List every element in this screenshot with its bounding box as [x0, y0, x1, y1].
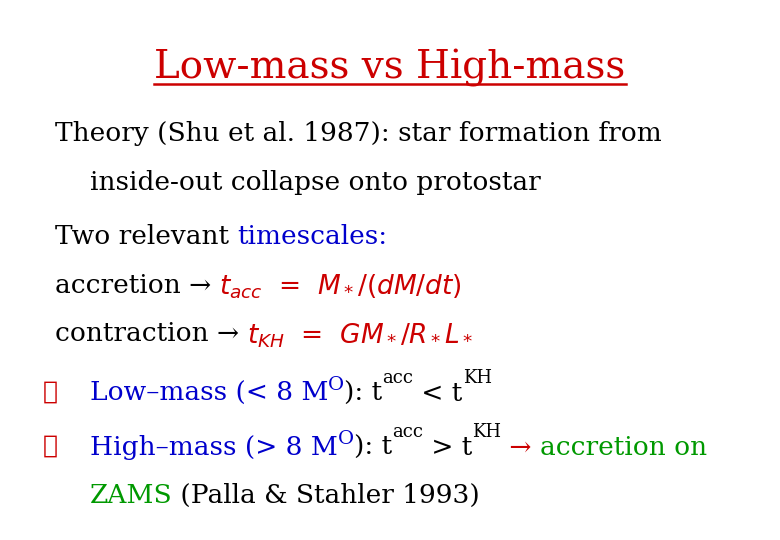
Text: accretion →: accretion → — [55, 273, 219, 298]
Text: > t: > t — [423, 435, 472, 460]
Text: acc: acc — [392, 423, 423, 441]
Text: Theory (Shu et al. 1987): star formation from: Theory (Shu et al. 1987): star formation… — [55, 122, 661, 146]
Text: contraction →: contraction → — [55, 321, 247, 346]
Text: $t_{acc}$  =  $M_*/(dM/dt)$: $t_{acc}$ = $M_*/(dM/dt)$ — [219, 273, 462, 301]
Text: > t: > t — [423, 435, 472, 460]
Text: < t: < t — [413, 381, 463, 406]
Text: Two relevant: Two relevant — [55, 224, 237, 249]
Text: Two relevant: Two relevant — [55, 224, 237, 249]
Text: ZAMS: ZAMS — [90, 483, 172, 508]
Text: ): t: ): t — [353, 435, 392, 460]
Text: ): t: ): t — [344, 381, 382, 406]
Text: timescales:: timescales: — [237, 224, 387, 249]
Text: ➤: ➤ — [43, 381, 58, 404]
Text: ): t: ): t — [344, 381, 382, 406]
Text: High–mass (> 8 M: High–mass (> 8 M — [90, 435, 338, 460]
Text: ZAMS: ZAMS — [90, 483, 172, 508]
Text: inside-out collapse onto protostar: inside-out collapse onto protostar — [90, 170, 541, 195]
Text: ➤: ➤ — [43, 435, 58, 458]
Text: Low–mass (< 8 M: Low–mass (< 8 M — [90, 381, 328, 406]
Text: acc: acc — [392, 423, 423, 441]
Text: accretion →: accretion → — [55, 273, 219, 298]
Text: ): t: ): t — [353, 435, 392, 460]
Text: →: → — [501, 435, 540, 460]
Text: O: O — [328, 376, 344, 394]
Text: (Palla & Stahler 1993): (Palla & Stahler 1993) — [172, 483, 480, 508]
Text: High–mass (> 8 M: High–mass (> 8 M — [90, 435, 338, 460]
Text: KH: KH — [463, 369, 491, 387]
Text: $t_{KH}$  =  $GM_*/R_*L_*$: $t_{KH}$ = $GM_*/R_*L_*$ — [247, 321, 473, 350]
Text: acc: acc — [382, 369, 413, 387]
Text: contraction →: contraction → — [55, 321, 247, 346]
Text: accretion on: accretion on — [540, 435, 707, 460]
Text: acc: acc — [382, 369, 413, 387]
Text: O: O — [338, 430, 353, 448]
Text: < t: < t — [413, 381, 463, 406]
Text: KH: KH — [472, 423, 501, 441]
Text: O: O — [338, 430, 353, 448]
Text: →: → — [501, 435, 540, 460]
Text: O: O — [328, 376, 344, 394]
Text: KH: KH — [472, 423, 501, 441]
Text: Low-mass vs High-mass: Low-mass vs High-mass — [154, 49, 626, 86]
Text: Low–mass (< 8 M: Low–mass (< 8 M — [90, 381, 328, 406]
